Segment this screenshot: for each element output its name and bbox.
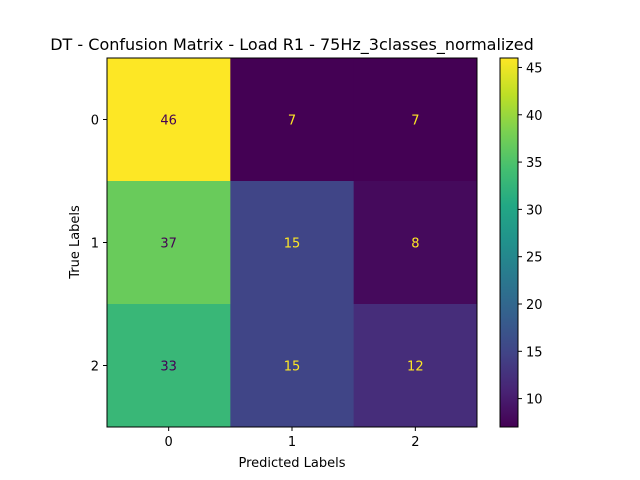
cell-value-label: 15	[284, 237, 301, 252]
colorbar-tick-label: 25	[526, 251, 543, 266]
y-tick-label: 1	[91, 237, 99, 252]
cell-value-label: 12	[407, 360, 424, 375]
colorbar-tick-label: 35	[526, 156, 543, 171]
heatmap-cell-labels: 46 7 7 37 15 8 33 15 12	[160, 114, 423, 375]
heatmap-cell	[353, 181, 478, 305]
colorbar-tick-label: 10	[526, 393, 543, 408]
heatmap-cell	[353, 58, 478, 182]
x-tick-label: 1	[288, 435, 296, 450]
y-axis-label: True Labels	[68, 205, 83, 280]
x-axis-label: Predicted Labels	[238, 456, 345, 471]
x-axis-ticks: 0 1 2	[165, 427, 419, 450]
y-axis-ticks: 0 1 2	[91, 114, 107, 375]
heatmap-cell	[230, 58, 355, 182]
heatmap-cell	[107, 58, 231, 182]
cell-value-label: 37	[160, 237, 177, 252]
cell-value-label: 7	[288, 114, 296, 129]
colorbar-tick-label: 20	[526, 298, 543, 313]
x-tick-label: 2	[411, 435, 419, 450]
colorbar-tick-label: 30	[526, 203, 543, 218]
x-tick-label: 0	[165, 435, 173, 450]
cell-value-label: 8	[411, 237, 419, 252]
y-tick-label: 2	[91, 360, 99, 375]
y-tick-label: 0	[91, 114, 99, 129]
colorbar-tick-label: 40	[526, 109, 543, 124]
cell-value-label: 33	[160, 360, 177, 375]
heatmap-cells	[107, 58, 478, 428]
colorbar-ticks: 10 15 20 25 30 35 40 45	[518, 61, 543, 408]
chart-title: DT - Confusion Matrix - Load R1 - 75Hz_3…	[50, 35, 534, 55]
colorbar-frame	[499, 57, 519, 428]
heatmap-cell	[353, 304, 478, 428]
cell-value-label: 15	[284, 360, 301, 375]
cell-value-label: 46	[160, 114, 177, 129]
heatmap-cell	[230, 304, 355, 428]
colorbar	[500, 58, 518, 427]
heatmap-cell	[230, 181, 355, 305]
colorbar-tick-label: 15	[526, 345, 543, 360]
heatmap-cell	[107, 304, 231, 428]
colorbar-tick-label: 45	[526, 61, 543, 76]
cell-value-label: 7	[411, 114, 419, 129]
heatmap-cell	[107, 181, 231, 305]
